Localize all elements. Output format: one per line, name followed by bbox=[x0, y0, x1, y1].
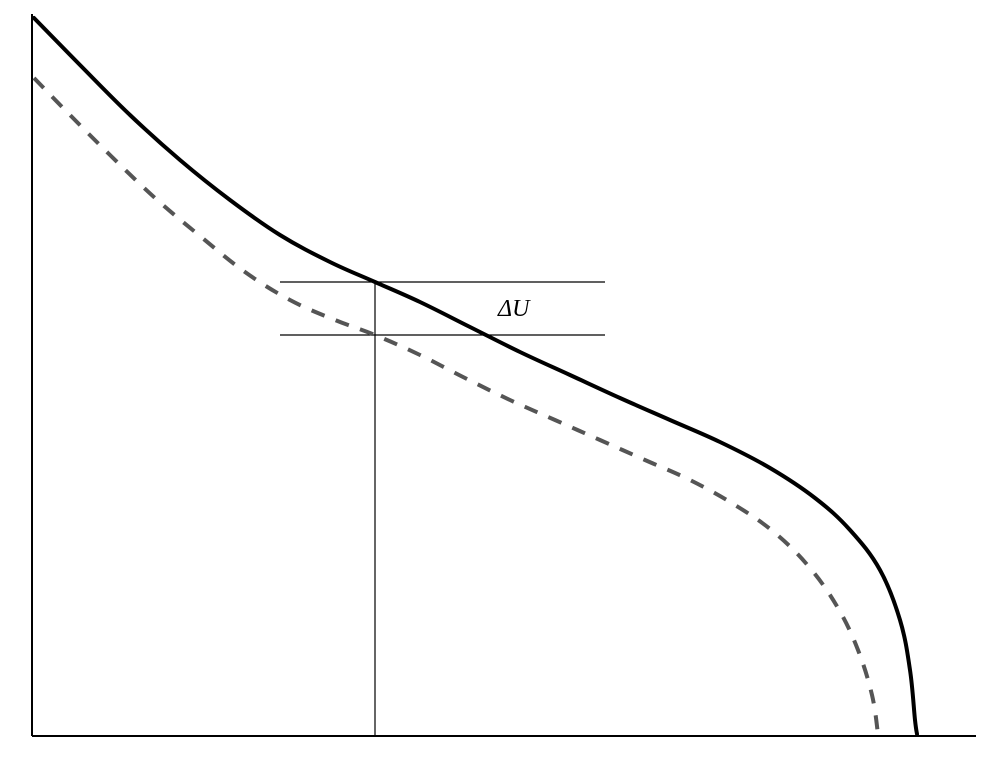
chart-background bbox=[0, 0, 1000, 764]
delta-u-label: ΔU bbox=[497, 296, 531, 322]
discharge-curve-chart: ΔU bbox=[0, 0, 1000, 764]
